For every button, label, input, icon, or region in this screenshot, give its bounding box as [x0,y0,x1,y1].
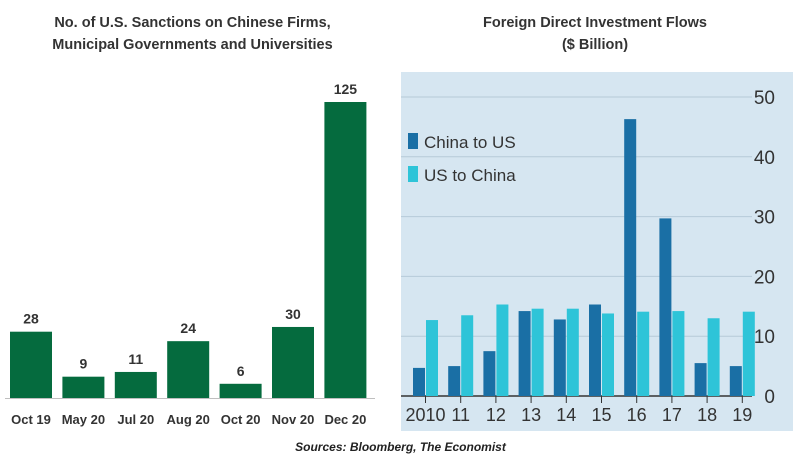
source-note: Sources: Bloomberg, The Economist [295,440,506,454]
sanctions-data-label: 24 [180,320,196,336]
sanctions-bar [62,376,105,398]
sanctions-data-label: 11 [128,351,143,367]
fdi-bar-china-to-us [518,311,531,396]
fdi-bar-china-to-us [729,366,742,396]
sanctions-x-tick-label: Jul 20 [117,412,154,427]
sanctions-bar [167,341,210,398]
sanctions-title-line-1: No. of U.S. Sanctions on Chinese Firms, [54,15,331,31]
fdi-bar-us-to-china [742,311,755,396]
fdi-bar-china-to-us [694,363,707,396]
fdi-bar-us-to-china [531,308,544,396]
fdi-bar-us-to-china [461,315,474,396]
fdi-bar-us-to-china [496,304,509,396]
fdi-y-tick-label: 10 [754,327,775,348]
fdi-bar-us-to-china [672,311,685,396]
fdi-y-tick-label: 20 [754,267,775,288]
sanctions-data-label: 28 [23,311,39,327]
fdi-x-tick-label: 18 [697,405,717,425]
fdi-bar-china-to-us [483,351,496,396]
sanctions-bar [219,383,262,398]
fdi-bar-us-to-china [707,318,720,396]
fdi-legend-label-china-to-us: China to US [424,133,516,152]
sanctions-data-label: 30 [285,306,301,322]
sanctions-bar [324,102,367,398]
fdi-x-tick-label: 13 [521,405,541,425]
fdi-y-tick-label: 50 [754,88,775,109]
fdi-x-tick-label: 16 [627,405,647,425]
fdi-bar-china-to-us [448,366,461,396]
fdi-legend-label-us-to-china: US to China [424,166,516,185]
fdi-bar-china-to-us [589,304,601,396]
sanctions-bar-chart: 28 Oct 19 9 May 20 11 Jul 20 24 Aug 20 6 Oct 20 30… [5,81,375,427]
sanctions-data-label: 6 [237,363,245,379]
fdi-title-line-1: Foreign Direct Investment Flows [483,15,707,31]
fdi-title-line-2: ($ Billion) [561,37,629,53]
fdi-legend-swatch-us-to-china [408,166,418,182]
fdi-legend-swatch-china-to-us [408,133,418,149]
fdi-bar-us-to-china [602,313,614,396]
fdi-bar-china-to-us [624,119,637,396]
sanctions-x-tick-label: May 20 [62,412,105,427]
sanctions-x-tick-label: Oct 20 [221,412,261,427]
fdi-x-tick-label: 19 [732,405,752,425]
fdi-bar-china-to-us [413,367,425,396]
fdi-bar-china-to-us [659,218,672,396]
fdi-bar-us-to-china [426,320,438,396]
fdi-bar-us-to-china [637,311,650,396]
fdi-x-tick-label: 15 [591,405,611,425]
fdi-bar-china-to-us [553,319,566,396]
sanctions-x-tick-label: Dec 20 [324,412,366,427]
fdi-y-tick-label: 40 [754,148,775,169]
sanctions-title-line-2: Municipal Governments and Universities [52,37,333,53]
fdi-x-tick-label: 11 [451,405,470,425]
sanctions-x-tick-label: Oct 19 [11,412,51,427]
fdi-x-tick-label: 2010 [405,405,445,425]
sanctions-bar [10,331,52,398]
sanctions-bar [114,371,157,398]
sanctions-data-label: 125 [334,81,358,97]
sanctions-x-tick-label: Nov 20 [272,412,315,427]
sanctions-chart-title: No. of U.S. Sanctions on Chinese Firms, … [0,12,385,56]
sanctions-data-label: 9 [80,356,88,372]
fdi-bar-chart: 0 10 20 30 40 50 2010 11 12 13 14 15 16 17 18 19 China t… [401,72,793,431]
fdi-x-tick-label: 17 [662,405,682,425]
fdi-y-tick-label: 0 [764,387,775,408]
sanctions-bar [272,326,314,398]
fdi-x-tick-label: 14 [556,405,576,425]
fdi-chart-title: Foreign Direct Investment Flows ($ Billi… [400,12,790,56]
fdi-bar-us-to-china [566,308,579,396]
sanctions-x-tick-label: Aug 20 [167,412,210,427]
fdi-x-tick-label: 12 [486,405,506,425]
fdi-y-tick-label: 30 [754,208,775,229]
